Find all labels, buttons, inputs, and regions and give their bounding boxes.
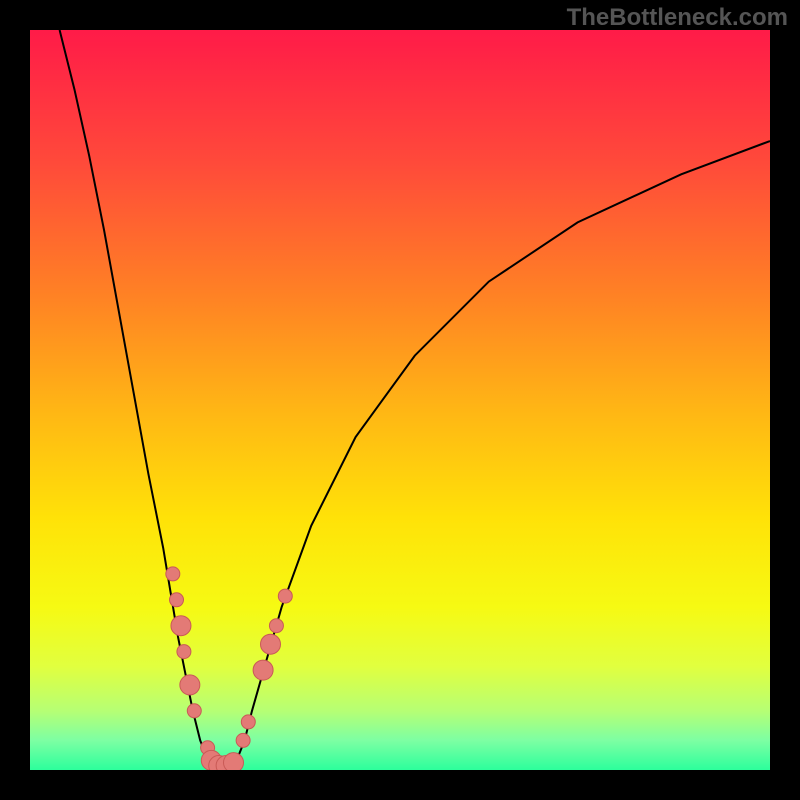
- data-marker: [269, 619, 283, 633]
- data-marker: [171, 616, 191, 636]
- data-marker: [166, 567, 180, 581]
- data-marker: [180, 675, 200, 695]
- data-marker: [253, 660, 273, 680]
- data-marker: [187, 704, 201, 718]
- data-marker: [177, 645, 191, 659]
- data-marker: [224, 753, 244, 770]
- chart-container: TheBottleneck.com: [0, 0, 800, 800]
- data-marker: [241, 715, 255, 729]
- data-marker: [261, 634, 281, 654]
- bottleneck-chart-svg: [30, 30, 770, 770]
- watermark-text: TheBottleneck.com: [567, 4, 788, 32]
- data-marker: [278, 589, 292, 603]
- data-marker: [170, 593, 184, 607]
- gradient-background: [30, 30, 770, 770]
- plot-area: [30, 30, 770, 770]
- data-marker: [236, 733, 250, 747]
